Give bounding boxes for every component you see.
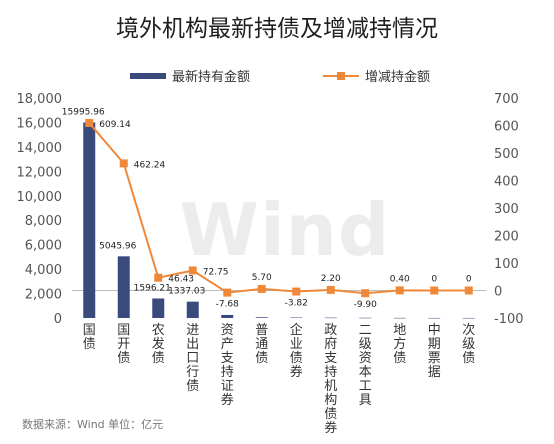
line-value-label: 462.24 [134, 160, 166, 170]
line-point [361, 289, 370, 298]
category-label: 地方债 [393, 323, 406, 366]
y-right-tick-label: 300 [494, 202, 519, 217]
y-right-tick-label: 100 [494, 257, 519, 272]
line-value-label: 0 [431, 275, 437, 285]
bar [221, 314, 234, 318]
line-point [119, 159, 128, 168]
y-left-tick-label: 10,000 [17, 190, 63, 205]
category-label: 国开债 [117, 323, 130, 366]
category-label: 农发债 [152, 323, 165, 366]
legend-bar-label: 最新持有金额 [172, 69, 250, 85]
bar [83, 122, 96, 318]
line-point [292, 287, 301, 296]
bar [462, 317, 475, 319]
y-right-tick-label: 0 [494, 285, 502, 300]
bar [152, 298, 165, 318]
line-point [395, 286, 404, 295]
bar [255, 317, 268, 318]
line-point [154, 273, 163, 282]
line-point [464, 286, 473, 295]
y-left-tick-label: 16,000 [17, 116, 63, 131]
category-label: 国债 [83, 323, 96, 352]
category-label: 普通债 [255, 323, 268, 366]
category-labels: 国债 国开债 农发债 进出口行债 资产支持证券 普通债 企业债券 政府支持机构债券 二级资本工具… [83, 322, 476, 436]
line-point [85, 118, 94, 127]
y-right-tick-label: 200 [494, 230, 519, 245]
line-value-label: -7.68 [216, 300, 240, 310]
category-label: 次级债 [462, 322, 475, 366]
y-left-tick-label: 2,000 [25, 288, 62, 303]
legend-line-marker [337, 72, 345, 80]
category-label: 进出口行债 [186, 323, 199, 394]
line-value-label: 72.75 [203, 267, 229, 277]
line-value-label: 5.70 [252, 273, 272, 283]
watermark: Wind [180, 188, 391, 272]
legend-line-label: 增减持金额 [365, 69, 430, 85]
line-point [188, 266, 197, 275]
legend: 最新持有金额 增减持金额 [130, 69, 430, 85]
line-series [85, 118, 473, 298]
y-right-tick-label: 600 [494, 120, 519, 135]
category-label: 企业债券 [290, 322, 303, 380]
line-value-label: -9.90 [354, 300, 378, 310]
category-label: 二级资本工具 [359, 323, 372, 408]
bar-value-label: 1596.21 [134, 283, 171, 293]
line-value-label: 0.40 [390, 274, 410, 284]
legend-bar-swatch [130, 73, 166, 79]
bar [324, 317, 337, 319]
bar [428, 317, 441, 319]
bar [290, 317, 303, 319]
bar [117, 256, 130, 318]
line-point [257, 284, 266, 293]
bar-value-label: 1337.03 [168, 287, 205, 297]
y-right-tick-label: -100 [494, 312, 524, 327]
bar-value-label: 5045.96 [99, 241, 136, 251]
line-value-label: 46.43 [168, 275, 194, 285]
line-point [223, 288, 232, 297]
category-label: 资产支持证券 [221, 323, 234, 408]
category-label: 中期票据 [428, 323, 441, 380]
line-point [430, 286, 439, 295]
axes: 02,0004,0006,0008,00010,00012,00014,0001… [17, 92, 524, 327]
bar [186, 301, 199, 318]
y-right-tick-label: 700 [494, 92, 519, 107]
bar [359, 317, 372, 319]
y-left-tick-label: 6,000 [25, 239, 62, 254]
y-left-tick-label: 4,000 [25, 263, 62, 278]
chart-title: 境外机构最新持债及增减持情况 [116, 16, 438, 42]
y-left-tick-label: 14,000 [17, 141, 63, 156]
line-point [326, 285, 335, 294]
bar-value-label: 15995.96 [62, 107, 105, 117]
source-note: 数据来源：Wind 单位：亿元 [22, 417, 163, 431]
line-value-label: -3.82 [285, 299, 308, 309]
y-right-tick-label: 500 [494, 147, 519, 162]
bar-series [83, 122, 475, 319]
line-path [88, 122, 469, 295]
line-value-label: 0 [466, 275, 472, 285]
y-left-tick-label: 0 [54, 312, 62, 327]
line-value-label: 609.14 [99, 120, 131, 130]
bar [393, 317, 406, 319]
y-left-tick-label: 12,000 [17, 165, 63, 180]
y-left-tick-label: 18,000 [17, 92, 63, 107]
y-left-tick-label: 8,000 [25, 214, 62, 229]
line-value-label: 2.20 [321, 274, 341, 284]
category-label: 政府支持机构债券 [324, 323, 337, 436]
y-right-tick-label: 400 [494, 175, 519, 190]
